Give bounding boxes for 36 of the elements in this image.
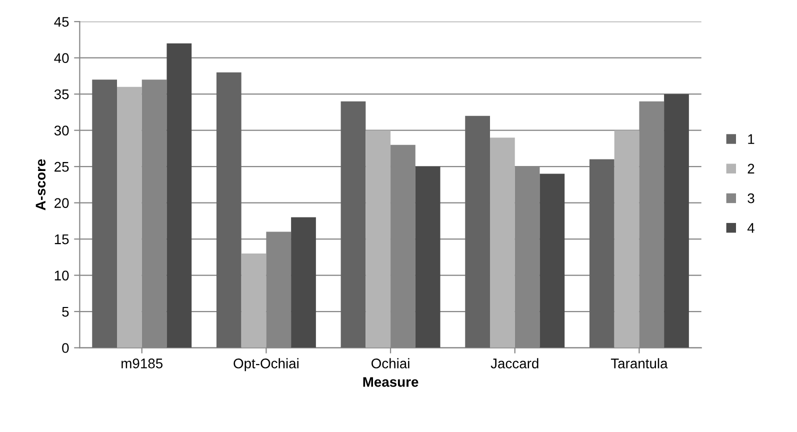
bar [241,254,266,348]
bar [415,166,440,348]
bar [166,43,192,348]
y-tick-label: 5 [62,306,69,317]
bar [92,80,117,348]
legend-label: 4 [747,223,754,233]
y-tick-label: 45 [54,17,69,27]
legend-label: 2 [748,164,754,174]
x-tick-label: Tarantula [610,358,668,368]
bar [664,94,689,348]
bar [540,174,565,348]
bar [117,86,142,348]
bar [216,72,242,348]
y-tick-label: 20 [54,198,69,208]
x-axis-title: Measure [363,377,418,387]
bar [465,116,490,348]
x-tick-label: Ochiai [372,358,410,368]
x-tick-label: Jaccard [490,358,538,368]
bar [490,138,515,348]
bar [614,130,640,348]
y-tick-label: 10 [54,270,69,280]
y-tick-label: 25 [54,162,69,172]
x-tick-label: m9185 [122,358,163,368]
y-tick-label: 35 [54,89,69,100]
y-tick-label: 0 [62,343,69,353]
bar [291,217,316,348]
x-tick-label: Opt-Ochiai [234,358,298,372]
y-tick-label: 40 [54,53,69,64]
bar [366,130,391,348]
legend-label: 3 [748,193,754,204]
y-tick-label: 15 [54,234,69,244]
y-tick-label: 30 [54,126,69,136]
bar [589,159,614,348]
y-axis-title: A-score [36,159,46,210]
bar [340,101,366,348]
legend-label: 1 [748,134,754,144]
